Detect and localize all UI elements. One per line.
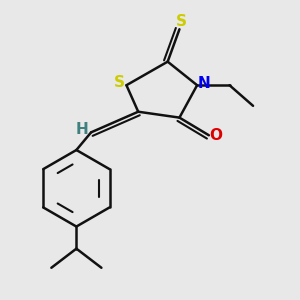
Text: N: N (198, 76, 211, 91)
Text: S: S (176, 14, 186, 29)
Text: S: S (114, 75, 124, 90)
Text: H: H (76, 122, 89, 137)
Text: O: O (210, 128, 223, 143)
